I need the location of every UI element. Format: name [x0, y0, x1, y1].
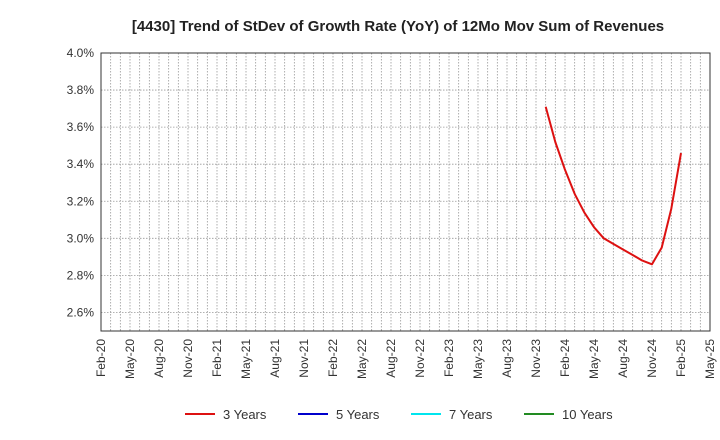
x-tick-label: Aug-24 [616, 339, 630, 378]
y-tick-label: 3.4% [67, 157, 95, 171]
series-lines [544, 106, 682, 266]
x-tick-label: Aug-23 [500, 339, 514, 378]
x-tick-label: Nov-20 [181, 339, 195, 378]
legend: 3 Years 5 Years 7 Years 10 Years [185, 407, 613, 422]
x-tick-label: Feb-21 [210, 339, 224, 377]
x-tick-label: Feb-25 [674, 339, 688, 377]
x-tick-label: Aug-20 [152, 339, 166, 378]
x-tick-label: Nov-23 [529, 339, 543, 378]
y-axis-ticks: 4.0% 3.8% 3.6% 3.4% 3.2% 3.0% 2.8% 2.6% [67, 46, 95, 319]
legend-label: 5 Years [336, 407, 380, 422]
y-tick-label: 4.0% [67, 46, 95, 60]
series-line [544, 106, 682, 266]
x-tick-label: May-22 [355, 339, 369, 379]
y-tick-label: 3.2% [67, 194, 95, 208]
x-tick-label: Feb-22 [326, 339, 340, 377]
x-tick-label: May-24 [587, 339, 601, 379]
plot-area [100, 52, 711, 332]
x-tick-label: Nov-22 [413, 339, 427, 378]
chart-title: [4430] Trend of StDev of Growth Rate (Yo… [132, 18, 664, 35]
x-tick-label: Feb-24 [558, 339, 572, 377]
x-tick-label: May-25 [703, 339, 717, 379]
legend-label: 3 Years [223, 407, 267, 422]
grid [101, 52, 710, 331]
x-tick-label: Aug-21 [268, 339, 282, 378]
x-axis-ticks: Feb-20 May-20 Aug-20 Nov-20 Feb-21 May-21 Aug-… [94, 339, 717, 379]
x-tick-label: May-23 [471, 339, 485, 379]
y-tick-label: 2.6% [67, 305, 95, 319]
x-tick-label: May-20 [123, 339, 137, 379]
y-tick-label: 2.8% [67, 268, 95, 282]
y-tick-label: 3.6% [67, 120, 95, 134]
legend-label: 10 Years [562, 407, 613, 422]
y-tick-label: 3.8% [67, 83, 95, 97]
x-tick-label: Nov-21 [297, 339, 311, 378]
x-tick-label: Aug-22 [384, 339, 398, 378]
x-tick-label: Feb-23 [442, 339, 456, 377]
x-tick-label: Nov-24 [645, 339, 659, 378]
x-tick-label: May-21 [239, 339, 253, 379]
y-tick-label: 3.0% [67, 231, 95, 245]
legend-label: 7 Years [449, 407, 493, 422]
x-tick-label: Feb-20 [94, 339, 108, 377]
